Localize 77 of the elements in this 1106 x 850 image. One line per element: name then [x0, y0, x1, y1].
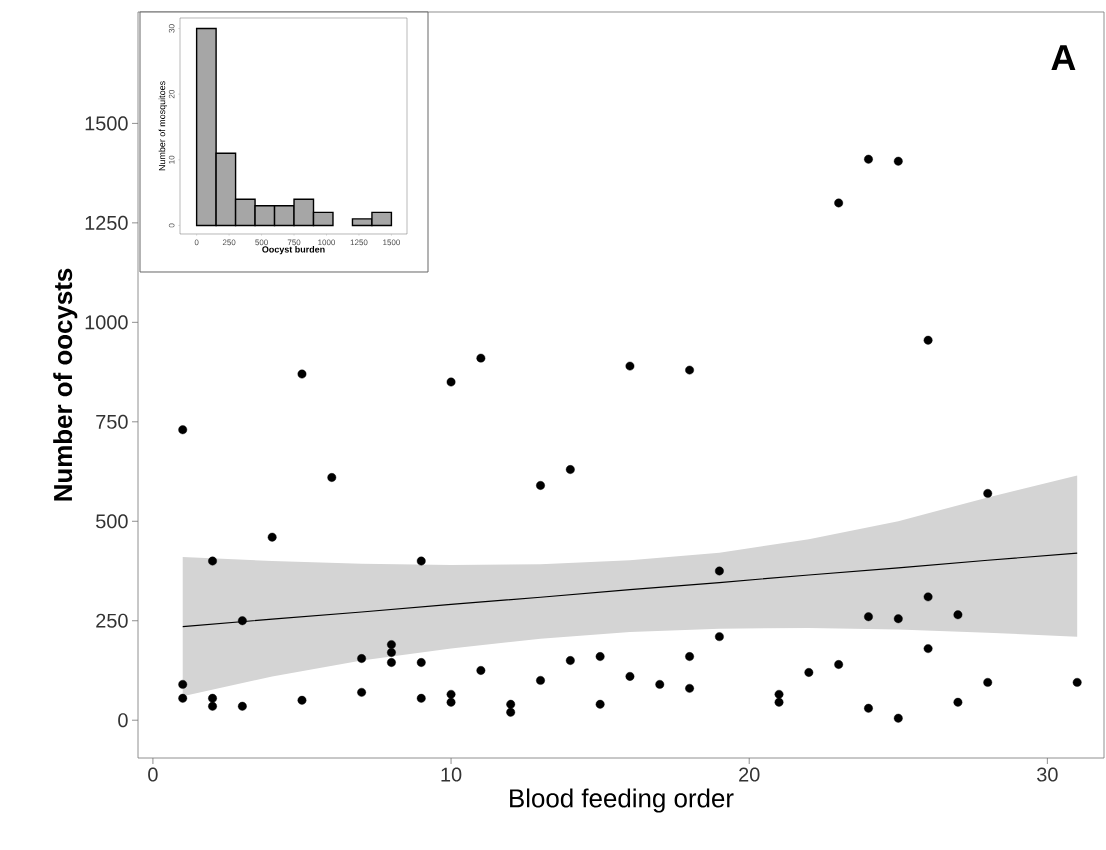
point: [387, 648, 396, 657]
point: [565, 656, 575, 665]
y-tick-label: 1500: [85, 116, 128, 131]
point: [357, 687, 367, 697]
x-axis-title: Blood feeding order: [510, 788, 734, 813]
y-axis-title: Number of mosquitoes: [158, 81, 167, 171]
point: [476, 353, 486, 363]
point: [297, 695, 307, 705]
point: [625, 361, 635, 371]
y-tick-label: 0: [118, 713, 128, 728]
point: [983, 489, 993, 498]
point: [416, 658, 426, 667]
point: [357, 654, 367, 663]
point: [387, 640, 396, 649]
x-tick-label: 0: [148, 767, 158, 782]
point: [1072, 678, 1082, 687]
point: [387, 658, 396, 667]
point: [178, 679, 188, 689]
y-tick-label: 500: [96, 514, 128, 529]
point: [446, 689, 456, 699]
point: [237, 616, 247, 626]
y-tick-label: 250: [96, 613, 128, 628]
point: [834, 198, 844, 208]
point: [864, 703, 873, 713]
y-tick-label: 1250: [85, 215, 128, 230]
x-tick-label: 10: [441, 767, 462, 782]
point: [506, 707, 516, 717]
point: [923, 335, 933, 345]
annotation: A: [1051, 45, 1076, 71]
point: [864, 154, 873, 164]
point: [267, 532, 277, 542]
point: [208, 701, 217, 711]
point: [536, 676, 545, 685]
point: [715, 632, 724, 642]
point: [297, 369, 307, 379]
point: [804, 668, 814, 677]
point: [446, 377, 456, 387]
point: [565, 465, 575, 474]
x-tick-label: 20: [739, 767, 760, 782]
x-tick-label: 30: [1037, 767, 1058, 782]
point: [655, 679, 665, 689]
point: [685, 365, 694, 375]
point: [178, 425, 188, 435]
point: [774, 697, 784, 707]
point: [476, 666, 486, 675]
point: [416, 556, 426, 566]
point: [953, 697, 963, 707]
point: [893, 713, 903, 723]
point: [685, 683, 694, 693]
y-axis-title: Number of oocysts: [53, 268, 78, 501]
point: [536, 481, 545, 490]
point: [506, 699, 516, 709]
point: [715, 566, 724, 576]
point: [595, 652, 605, 661]
point: [208, 556, 217, 566]
point: [893, 614, 903, 624]
point: [864, 612, 873, 622]
point: [774, 689, 784, 699]
line-series: [182, 552, 1078, 628]
point: [983, 678, 993, 687]
point: [625, 672, 635, 681]
point: [327, 473, 337, 482]
point: [953, 610, 963, 620]
y-tick-label: 750: [96, 414, 128, 429]
point: [237, 701, 247, 711]
point: [595, 699, 605, 709]
point: [685, 652, 694, 661]
point: [834, 660, 844, 669]
point: [208, 693, 217, 703]
point: [893, 156, 903, 166]
point: [923, 644, 933, 653]
point: [923, 592, 933, 602]
point: [178, 693, 188, 703]
point: [416, 693, 426, 703]
y-tick-label: 1000: [85, 315, 128, 330]
point: [446, 697, 456, 707]
x-axis-title: Oocyst burden: [262, 245, 325, 255]
